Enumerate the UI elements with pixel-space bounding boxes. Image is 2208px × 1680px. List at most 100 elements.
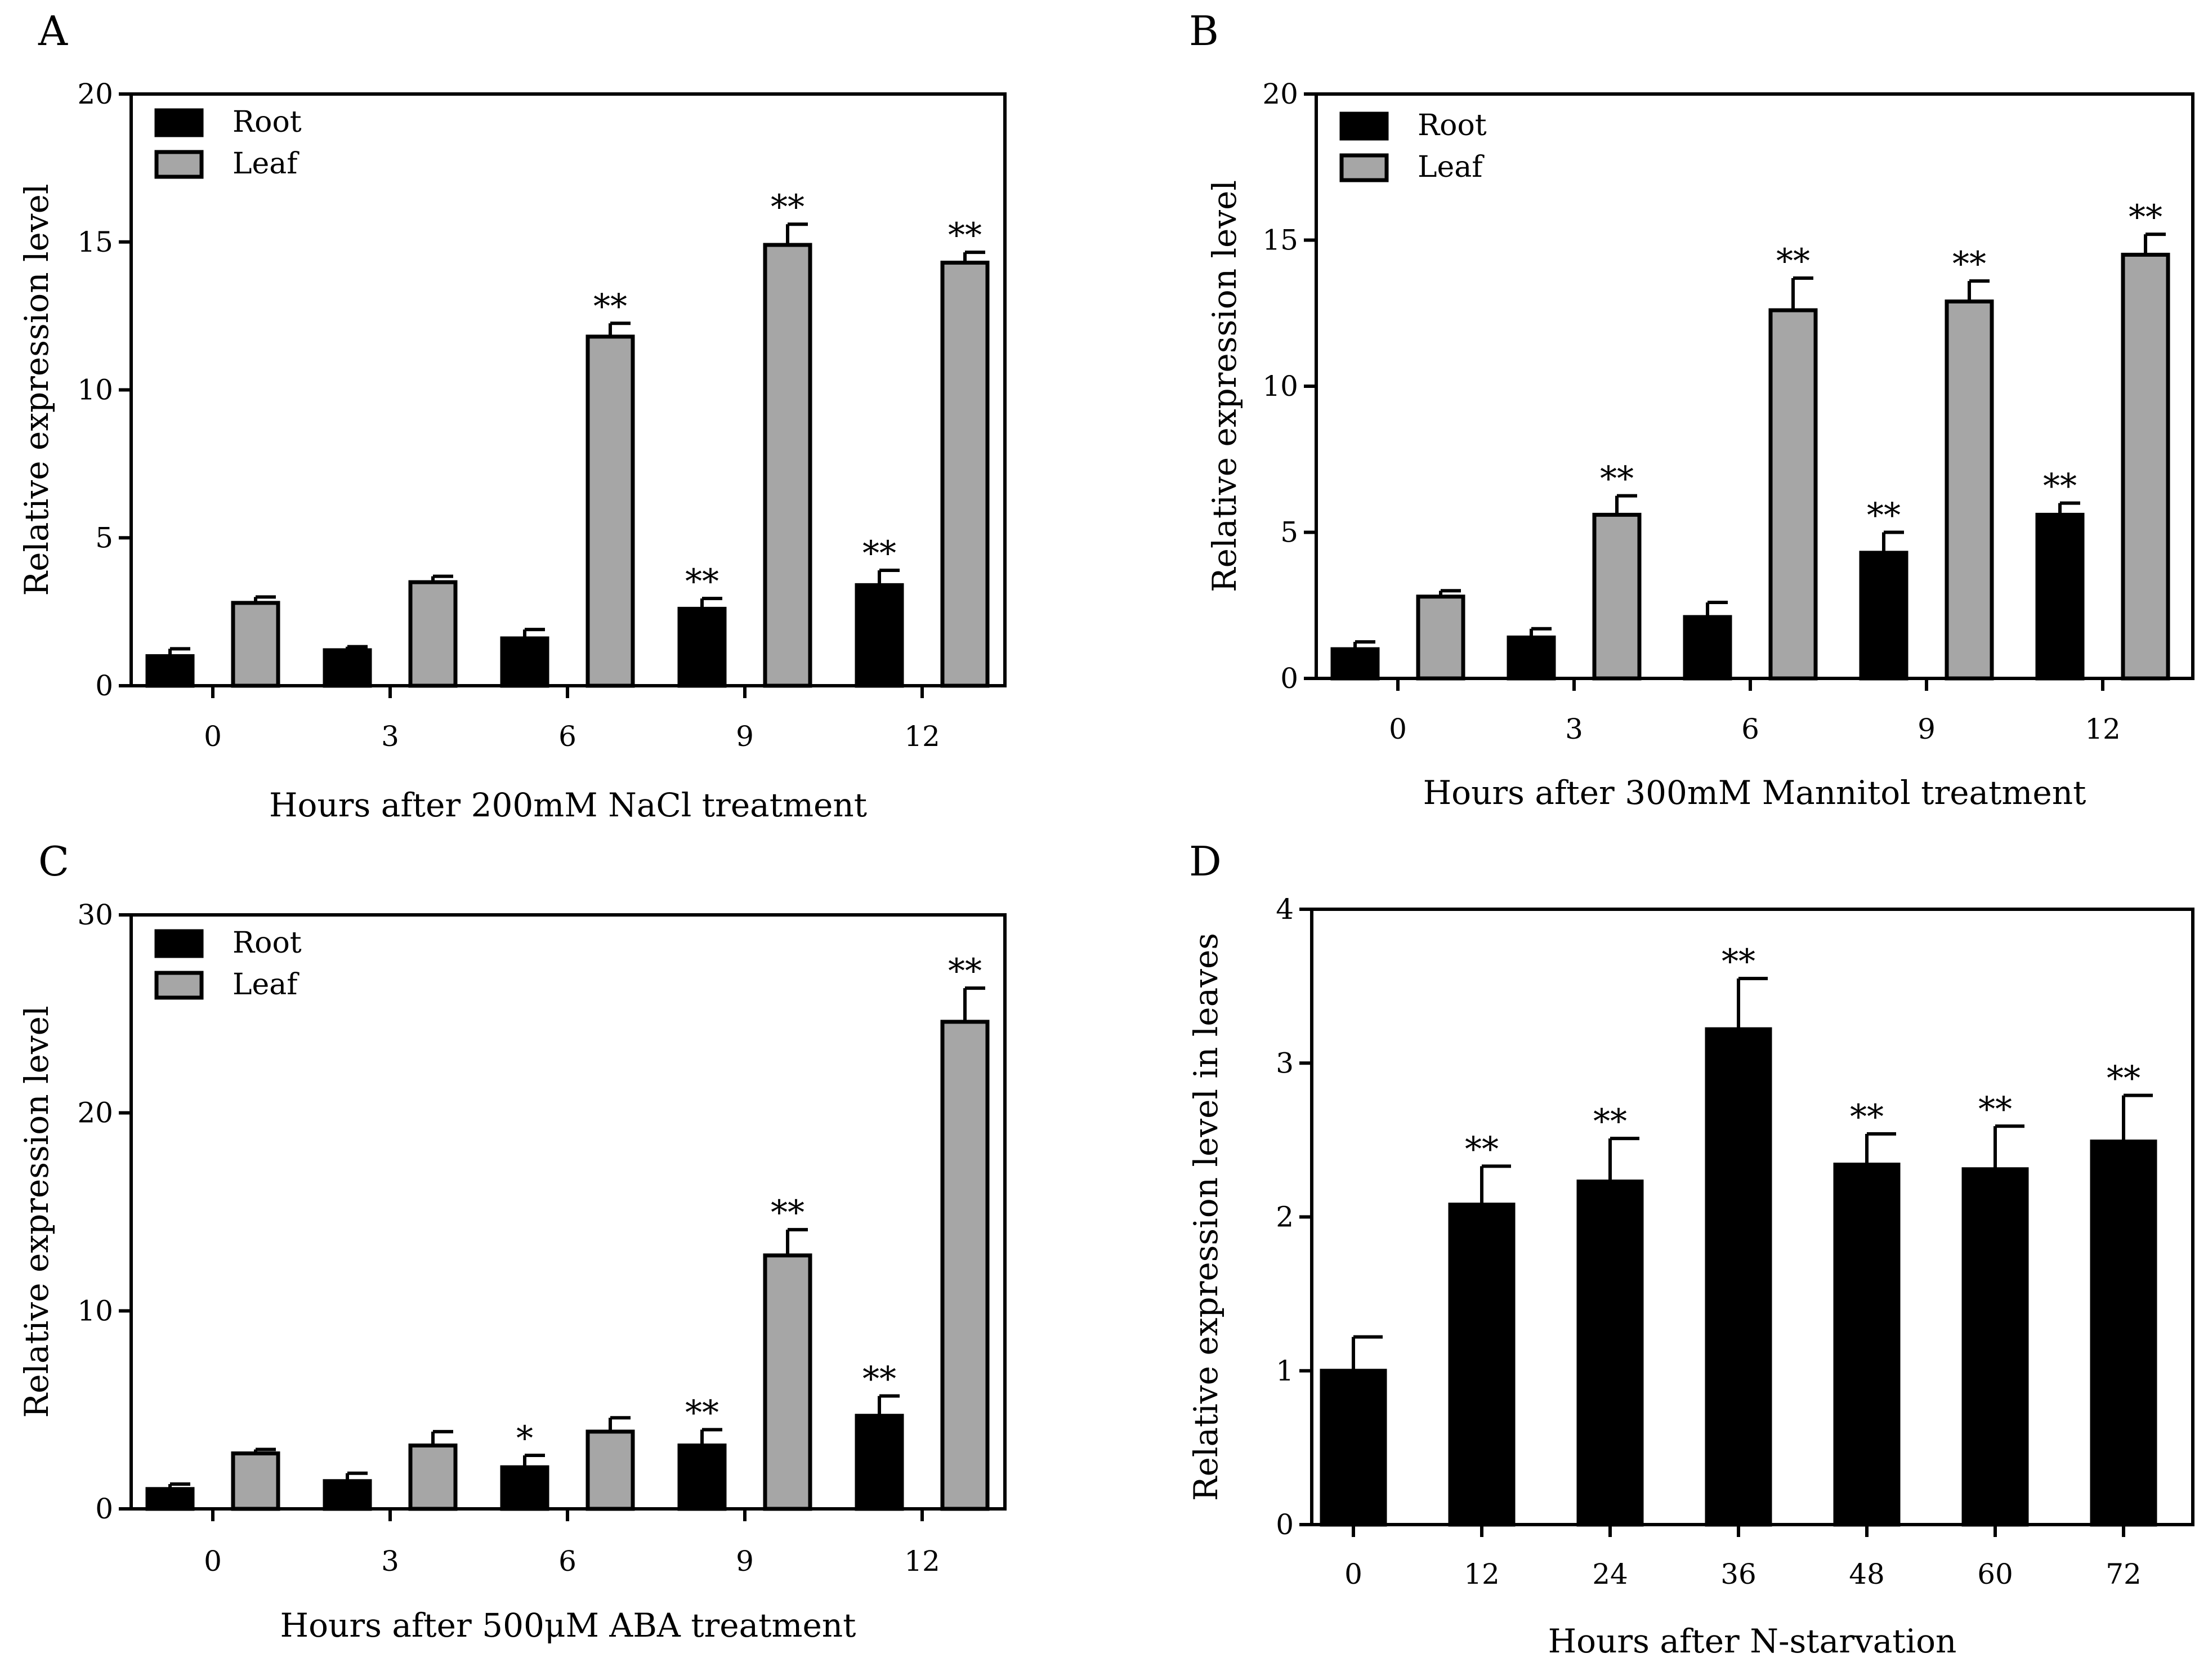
y-tick-label: 15 <box>1262 224 1298 257</box>
x-axis-title: Hours after 300mM Mannitol treatment <box>1423 774 2086 812</box>
leaf-bar <box>1448 1203 1516 1527</box>
y-tick-label: 0 <box>95 1493 113 1525</box>
legend-label-leaf: Leaf <box>233 968 300 1002</box>
leaf-bar <box>408 580 458 688</box>
significance-label: ** <box>771 187 804 227</box>
root-bar <box>1859 551 1908 681</box>
legend-swatch-root <box>1339 111 1389 141</box>
legend-label-root: Root <box>233 105 302 139</box>
x-tick-label: 12 <box>904 720 940 753</box>
significance-label: ** <box>2107 1059 2140 1098</box>
x-tick-label: 0 <box>1344 1558 1362 1590</box>
y-tick-label: 5 <box>1280 516 1298 549</box>
significance-label: ** <box>685 1393 719 1432</box>
x-tick-label: 12 <box>1464 1558 1500 1590</box>
y-tick-label: 2 <box>1276 1201 1294 1234</box>
root-bar <box>500 636 549 688</box>
legend-swatch-leaf <box>154 971 204 1000</box>
x-tick-label: 6 <box>558 1545 576 1578</box>
leaf-bar <box>1945 299 1994 681</box>
significance-label: ** <box>948 951 982 991</box>
significance-label: ** <box>948 216 982 255</box>
x-tick-label: 72 <box>2106 1558 2142 1590</box>
leaf-bar <box>763 243 812 688</box>
root-bar <box>1507 635 1556 681</box>
significance-label: ** <box>2129 198 2162 237</box>
x-tick-label: 3 <box>1565 713 1583 745</box>
x-tick-label: 48 <box>1849 1558 1885 1590</box>
significance-label: * <box>516 1419 533 1458</box>
leaf-bar <box>1833 1163 1901 1527</box>
x-tick-label: 0 <box>204 720 222 753</box>
y-tick-label: 1 <box>1276 1355 1294 1387</box>
y-tick-label: 0 <box>1276 1508 1294 1541</box>
legend-swatch-leaf <box>154 150 204 179</box>
leaf-bar <box>1961 1167 2029 1527</box>
root-bar <box>145 1487 195 1511</box>
panel-label-d: D <box>1189 838 1222 885</box>
legend-swatch-root <box>154 108 204 137</box>
x-tick-label: 12 <box>2085 713 2121 745</box>
significance-label: ** <box>593 287 627 326</box>
significance-label: ** <box>1600 459 1634 499</box>
y-tick-label: 3 <box>1276 1047 1294 1079</box>
significance-label: ** <box>2043 467 2077 506</box>
significance-label: ** <box>685 562 719 601</box>
significance-label: ** <box>771 1193 804 1232</box>
x-tick-label: 0 <box>1389 713 1407 745</box>
chart-panel-a: 0 5 10 15 20 0 3 6 ** 9 ** ** 12 ** ** Hours after 200m… <box>17 78 1007 824</box>
leaf-bar <box>2090 1140 2157 1527</box>
x-tick-label: 12 <box>904 1545 940 1578</box>
y-tick-label: 15 <box>77 226 113 258</box>
leaf-bar <box>1320 1369 1387 1527</box>
significance-label: ** <box>1593 1102 1627 1141</box>
legend-label-root: Root <box>233 926 302 960</box>
x-axis-title: Hours after N-starvation <box>1548 1622 1957 1660</box>
leaf-bar <box>585 334 635 688</box>
x-tick-label: 6 <box>558 720 576 753</box>
significance-label: ** <box>862 1360 896 1399</box>
legend-swatch-root <box>154 929 204 958</box>
chart-panel-b: 0 5 10 15 20 0 3 ** 6 ** 9 ** ** 12 ** ** Hours after 30… <box>1205 78 2194 812</box>
significance-label: ** <box>1978 1089 2012 1129</box>
x-tick-label: 36 <box>1720 1558 1756 1590</box>
x-tick-label: 9 <box>736 720 754 753</box>
x-axis-title: Hours after 500μM ABA treatment <box>280 1606 856 1645</box>
significance-label: ** <box>1867 496 1901 535</box>
legend-label-root: Root <box>1418 109 1487 142</box>
significance-label: ** <box>862 534 896 573</box>
significance-label: ** <box>1465 1129 1499 1169</box>
y-axis-title: Relative expression level <box>1205 180 1244 592</box>
leaf-bar <box>1768 308 1818 681</box>
y-tick-label: 20 <box>77 1097 113 1129</box>
root-bar <box>500 1465 549 1511</box>
leaf-bar <box>940 1020 990 1511</box>
x-axis-title: Hours after 200mM NaCl treatment <box>269 786 867 824</box>
leaf-bar <box>585 1429 635 1511</box>
chart-panel-c: 0 10 20 30 0 3 6 * 9 ** ** 12 ** ** Hours after 500μM … <box>17 899 1007 1645</box>
root-bar <box>1683 615 1732 681</box>
x-tick-label: 24 <box>1592 1558 1628 1590</box>
root-bar <box>323 648 372 688</box>
leaf-bar <box>231 1451 280 1511</box>
y-tick-label: 0 <box>95 669 113 702</box>
x-tick-label: 3 <box>381 720 399 753</box>
leaf-bar <box>1705 1027 1772 1527</box>
leaf-bar <box>2121 252 2170 681</box>
x-tick-label: 3 <box>381 1545 399 1578</box>
y-axis-title: Relative expression level <box>17 184 56 596</box>
y-tick-label: 20 <box>77 78 113 110</box>
leaf-bar <box>940 261 990 688</box>
legend-label-leaf: Leaf <box>233 147 300 181</box>
x-tick-label: 60 <box>1977 1558 2013 1590</box>
y-tick-label: 5 <box>95 521 113 554</box>
panel-label-b: B <box>1189 7 1219 55</box>
root-bar <box>855 1414 904 1511</box>
root-bar <box>677 606 727 688</box>
y-tick-label: 10 <box>1262 370 1298 403</box>
root-bar <box>1330 647 1380 681</box>
x-tick-label: 6 <box>1741 713 1759 745</box>
y-tick-label: 30 <box>77 899 113 931</box>
leaf-bar <box>1592 512 1642 681</box>
